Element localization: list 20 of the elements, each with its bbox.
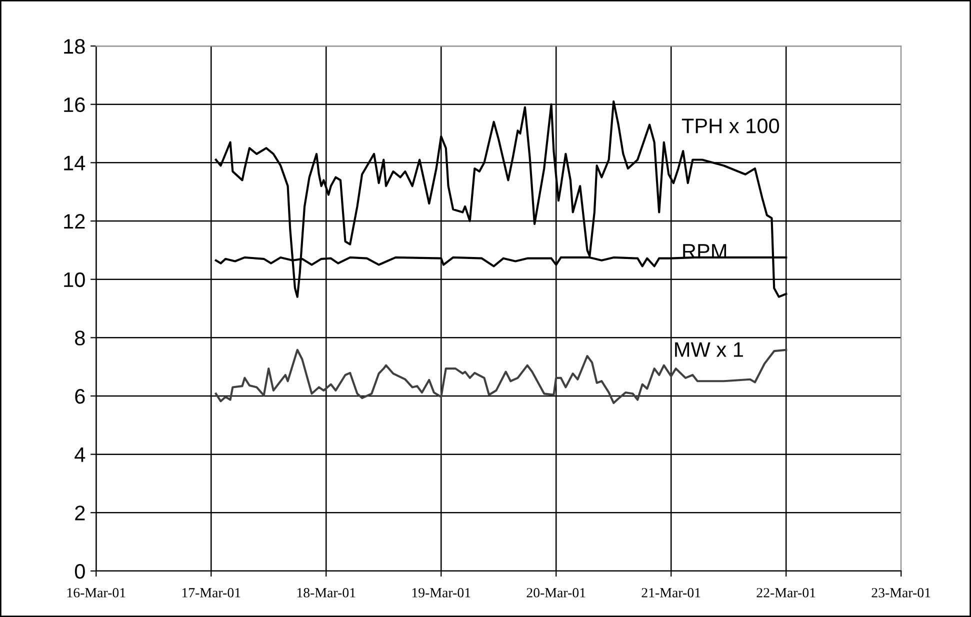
series-label: MW x 1 [675,342,743,357]
x-tick-label: 17-Mar-01 [182,588,240,598]
y-tick-label: 0 [74,564,85,579]
y-tick-label: 16 [64,97,85,112]
y-tick-label: 6 [75,388,85,404]
series-label: TPH x 100 [682,118,780,134]
y-tick-label: 8 [75,330,85,346]
x-tick-label: 23-Mar-01 [872,588,930,598]
x-tick-label: 16-Mar-01 [67,588,126,598]
y-tick-label: 12 [64,214,85,229]
y-tick-label: 14 [64,156,86,170]
x-tick-label: 19-Mar-01 [412,588,470,598]
y-tick-label: 10 [64,272,85,288]
x-tick-label: 20-Mar-01 [526,588,586,598]
y-tick-label: 2 [75,506,85,520]
x-tick-label: 18-Mar-01 [297,588,356,598]
x-tick-label: 21-Mar-01 [642,588,700,598]
x-tick-label: 22-Mar-01 [756,588,816,598]
y-tick-label: 4 [74,448,86,462]
y-tick-label: 18 [64,39,85,54]
